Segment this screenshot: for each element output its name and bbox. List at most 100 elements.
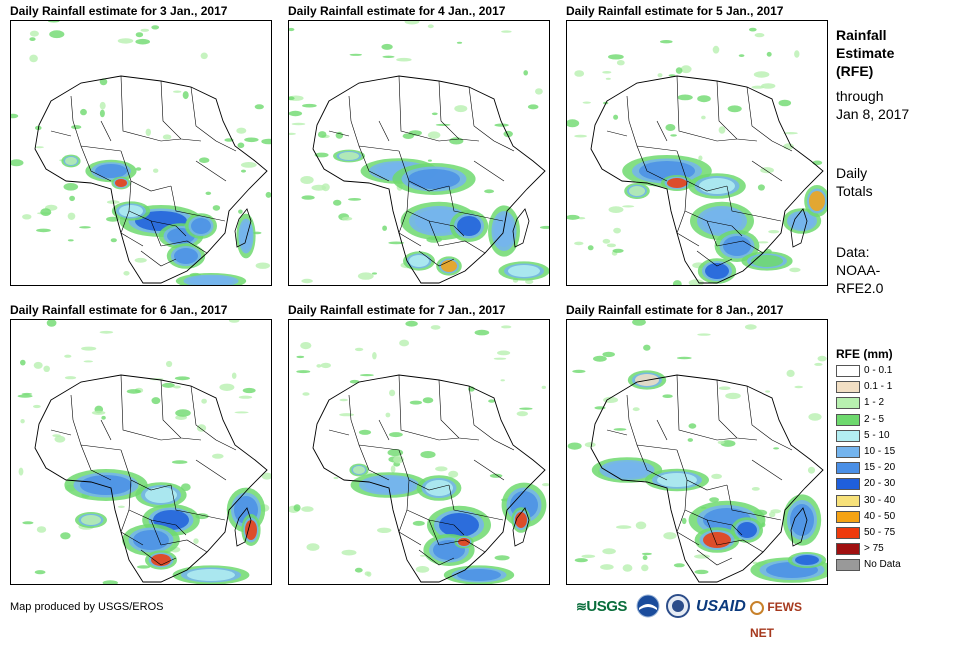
sidebar-through: through Jan 8, 2017 bbox=[836, 88, 910, 122]
rain-blob bbox=[508, 265, 540, 277]
legend-item: 50 - 75 bbox=[836, 526, 956, 542]
rain-speck bbox=[29, 37, 36, 41]
rain-speck bbox=[67, 212, 76, 220]
rain-speck bbox=[754, 33, 765, 38]
rain-speck bbox=[244, 137, 259, 143]
rain-speck bbox=[593, 355, 607, 362]
rain-blob bbox=[353, 466, 365, 474]
rain-blob bbox=[629, 186, 645, 196]
rain-speck bbox=[697, 333, 711, 336]
rain-speck bbox=[456, 41, 463, 44]
rain-speck bbox=[567, 442, 582, 450]
rain-speck bbox=[587, 245, 594, 251]
rain-speck bbox=[694, 554, 710, 559]
legend-item: 5 - 10 bbox=[836, 429, 956, 445]
rain-blob bbox=[339, 152, 359, 160]
rain-speck bbox=[641, 564, 649, 572]
rain-speck bbox=[240, 162, 257, 168]
rain-speck bbox=[341, 549, 357, 556]
rain-speck bbox=[302, 392, 310, 396]
rain-speck bbox=[749, 27, 757, 32]
rain-blob bbox=[458, 538, 470, 546]
rain-speck bbox=[701, 115, 706, 120]
country-border bbox=[120, 509, 144, 546]
country-border bbox=[606, 130, 628, 137]
rain-speck bbox=[500, 379, 505, 382]
rainfall-map bbox=[10, 319, 272, 585]
rain-blob bbox=[365, 477, 413, 493]
rain-speck bbox=[497, 350, 511, 356]
rain-speck bbox=[237, 142, 245, 149]
rain-blob bbox=[723, 236, 751, 256]
rain-speck bbox=[34, 146, 44, 149]
rain-speck bbox=[333, 199, 342, 206]
rain-speck bbox=[135, 32, 144, 38]
rfe-legend: RFE (mm) 0 - 0.1 0.1 - 1 1 - 2 2 - 5 5 - 10 1… bbox=[836, 346, 956, 574]
globe-icon bbox=[750, 600, 764, 615]
rain-speck bbox=[140, 28, 150, 32]
rain-speck bbox=[613, 227, 621, 234]
rainfall-map bbox=[566, 319, 828, 585]
rain-speck bbox=[389, 389, 396, 397]
rain-speck bbox=[71, 125, 82, 130]
legend-label: 0 - 0.1 bbox=[864, 365, 893, 376]
rain-speck bbox=[572, 369, 586, 373]
rain-speck bbox=[567, 119, 580, 128]
panel-title: Daily Rainfall estimate for 4 Jan., 2017 bbox=[288, 4, 506, 18]
legend-swatch bbox=[836, 559, 860, 572]
rain-blob bbox=[809, 191, 825, 211]
rain-blob bbox=[174, 248, 198, 264]
rain-speck bbox=[135, 38, 150, 45]
rain-blob bbox=[187, 569, 235, 581]
rain-speck bbox=[665, 124, 676, 131]
rain-speck bbox=[725, 392, 741, 400]
rain-speck bbox=[574, 241, 584, 246]
country-border bbox=[771, 439, 793, 451]
rain-speck bbox=[67, 239, 74, 242]
rain-speck bbox=[99, 330, 114, 334]
rain-speck bbox=[349, 379, 360, 384]
legend-item: 15 - 20 bbox=[836, 461, 956, 477]
rain-speck bbox=[516, 411, 528, 417]
rain-blob bbox=[795, 555, 819, 565]
rain-blob bbox=[790, 213, 814, 229]
rain-speck bbox=[409, 400, 422, 405]
rain-speck bbox=[612, 248, 624, 253]
country-border bbox=[128, 180, 162, 247]
country-border bbox=[493, 439, 515, 451]
rain-speck bbox=[494, 555, 510, 561]
legend-label: 30 - 40 bbox=[864, 494, 896, 506]
rain-speck bbox=[212, 453, 224, 459]
rain-speck bbox=[794, 50, 800, 58]
rain-speck bbox=[608, 206, 624, 214]
country-border bbox=[120, 75, 182, 142]
legend-item: > 75 bbox=[836, 542, 956, 558]
rain-speck bbox=[18, 467, 24, 476]
rain-speck bbox=[608, 54, 624, 60]
rain-blob bbox=[751, 255, 783, 267]
rain-speck bbox=[231, 372, 237, 379]
rain-speck bbox=[291, 122, 306, 126]
rain-speck bbox=[33, 404, 41, 409]
rain-speck bbox=[11, 113, 19, 119]
rain-speck bbox=[574, 70, 585, 77]
rain-speck bbox=[261, 138, 271, 145]
rain-speck bbox=[123, 271, 130, 276]
rain-speck bbox=[687, 438, 693, 442]
rain-speck bbox=[354, 347, 364, 352]
rain-speck bbox=[698, 155, 703, 161]
rain-speck bbox=[688, 423, 697, 429]
rain-speck bbox=[405, 320, 418, 327]
country-border bbox=[150, 220, 187, 237]
legend-item: 40 - 50 bbox=[836, 510, 956, 526]
country-border bbox=[684, 479, 718, 546]
rain-speck bbox=[255, 262, 270, 269]
country-border bbox=[676, 509, 700, 546]
rain-blob bbox=[153, 510, 189, 530]
country-border bbox=[696, 549, 733, 566]
rain-speck bbox=[175, 409, 191, 417]
country-border bbox=[378, 120, 390, 142]
rain-speck bbox=[91, 410, 106, 415]
rain-speck bbox=[99, 78, 108, 86]
rain-speck bbox=[289, 96, 295, 101]
